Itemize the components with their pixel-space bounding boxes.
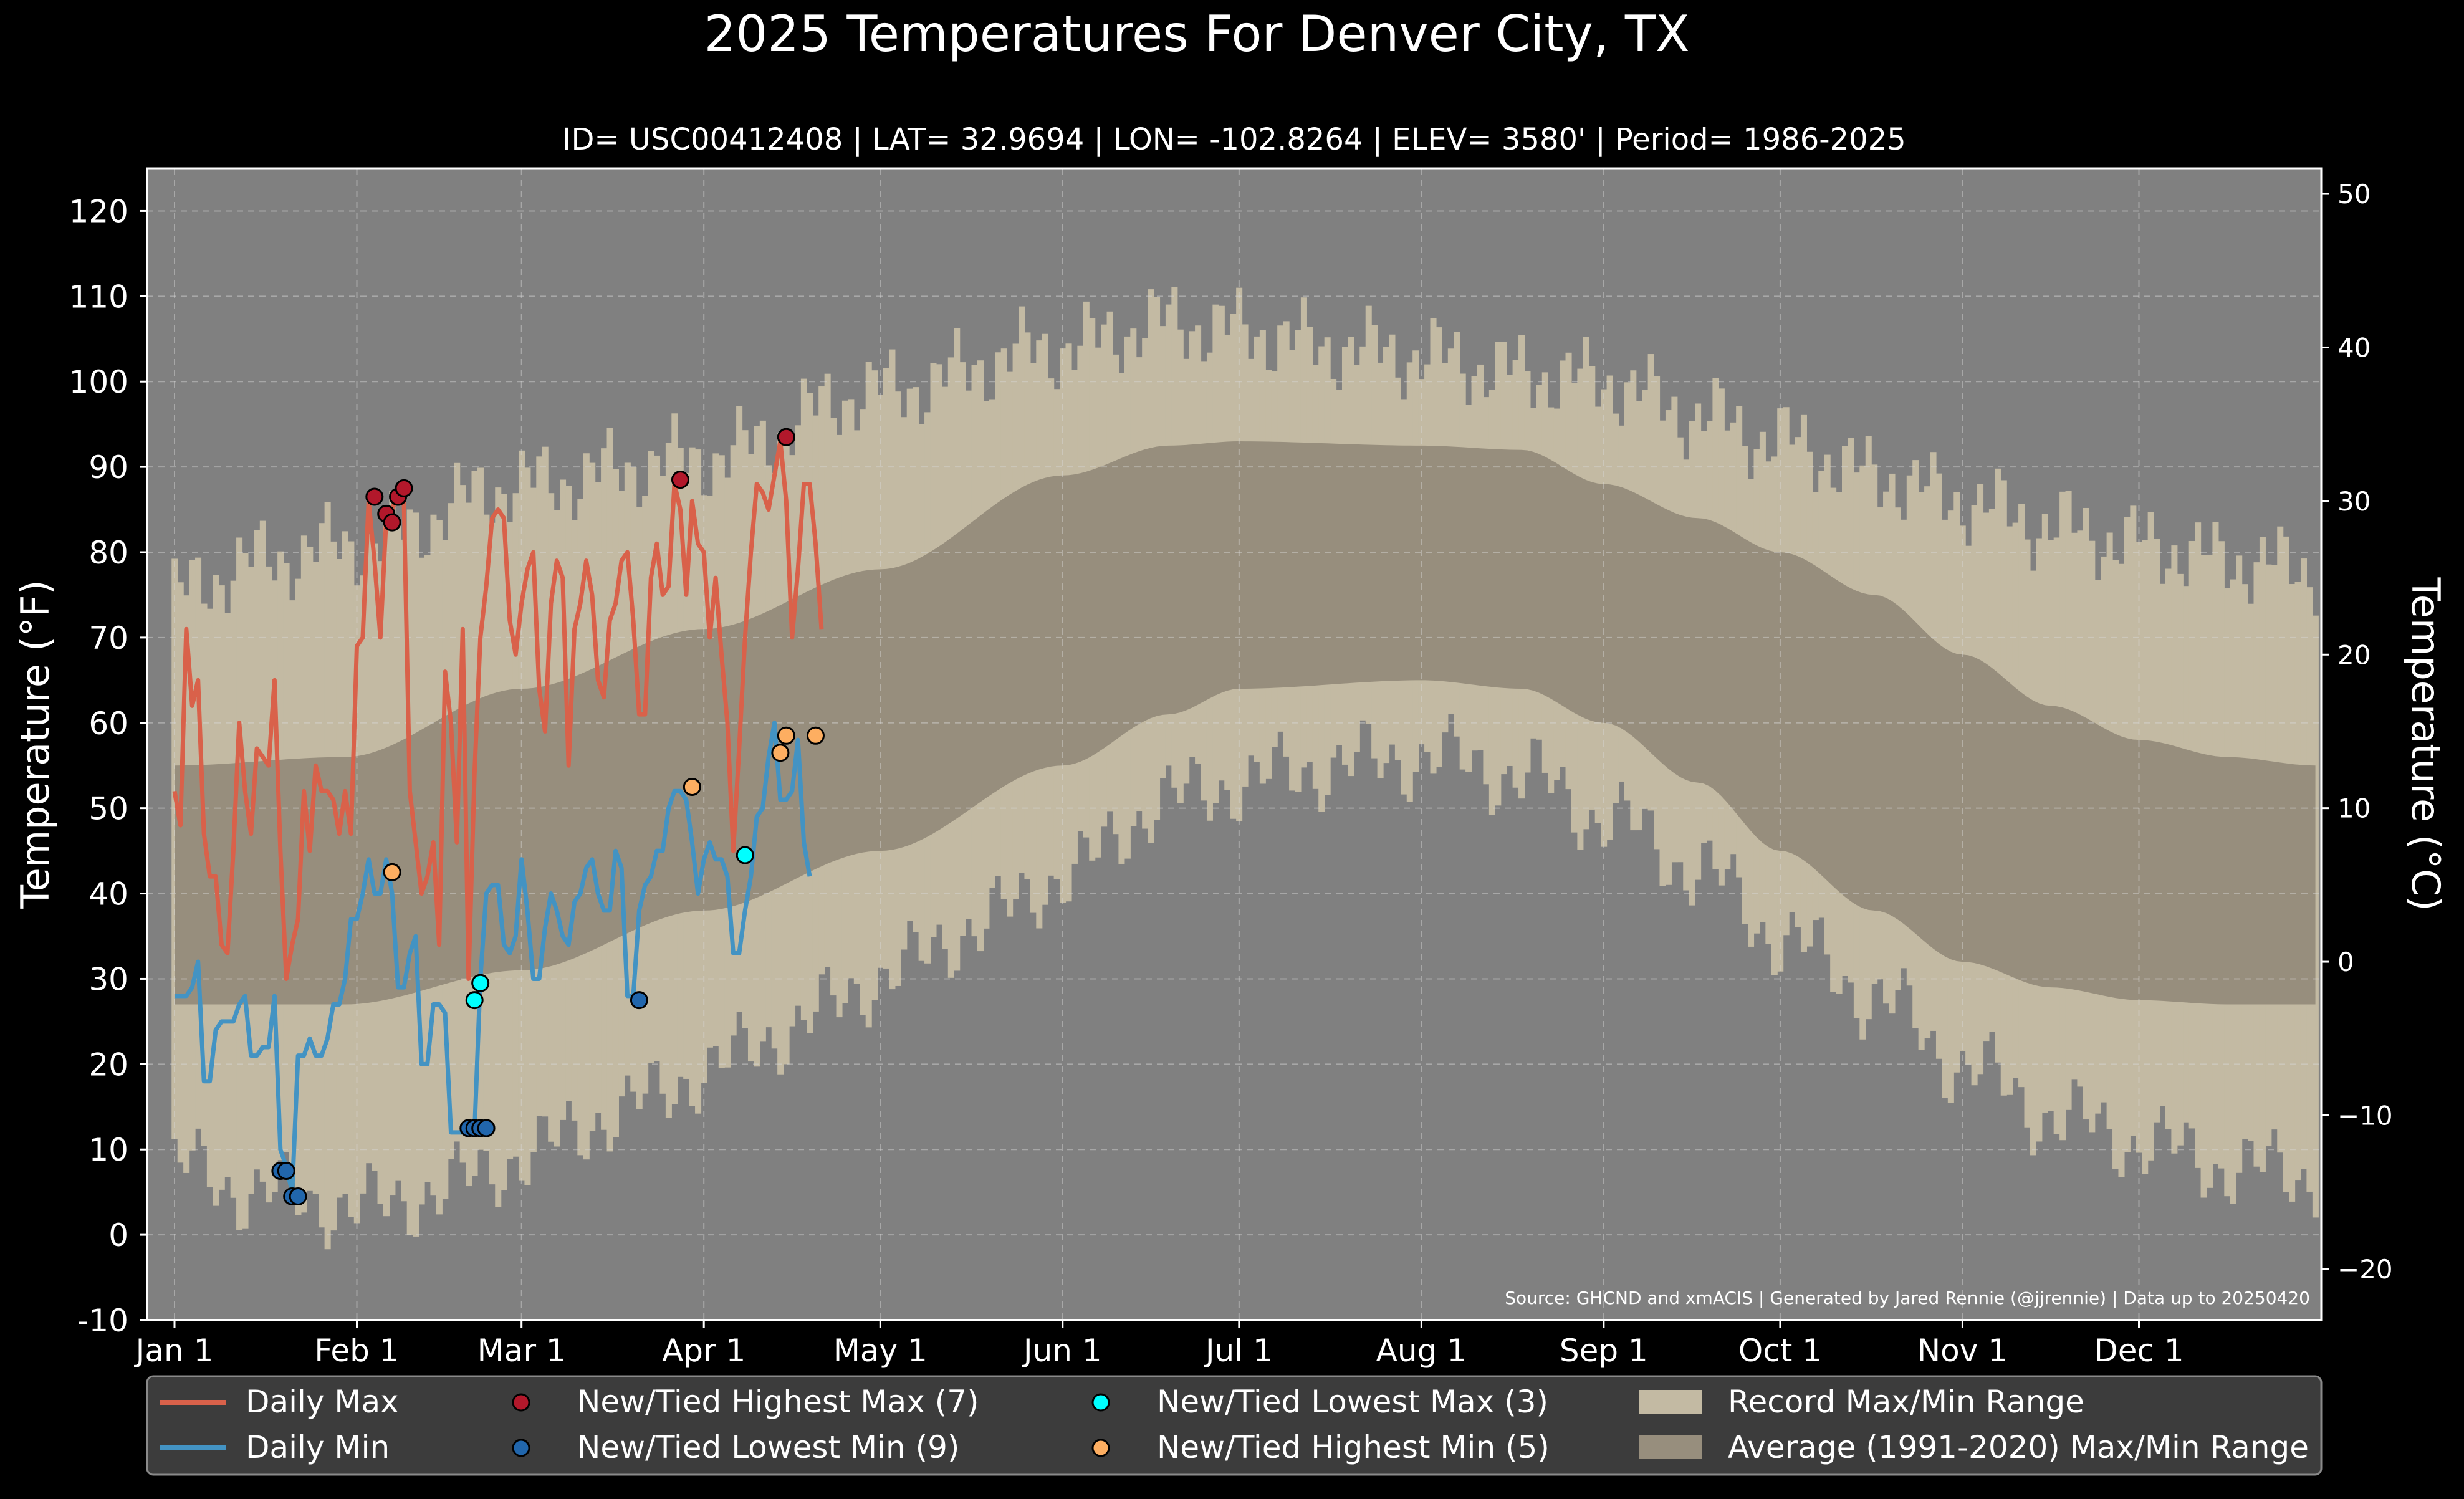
legend-highest-max-label: New/Tied Highest Max (7) [577, 1384, 979, 1420]
y-axis-left: -10 0 10 20 30 40 50 60 70 80 90 100 110 120 [69, 193, 147, 1339]
source-note: Source: GHCND and xmACIS | Generated by … [1505, 1288, 2310, 1308]
y-axis-label-right: Temperature (°C) [2403, 577, 2448, 911]
x-tick-label: Apr 1 [662, 1333, 745, 1369]
legend-average-range-swatch [1639, 1435, 1702, 1459]
x-tick-label: Dec 1 [2094, 1333, 2184, 1369]
highest-min-marker [383, 863, 401, 881]
highest-min-marker [683, 777, 701, 796]
y-tick-label: 110 [69, 279, 128, 315]
x-tick-label: Sep 1 [1560, 1333, 1648, 1369]
legend-lowest-min-marker [512, 1439, 530, 1457]
highest-min-marker [777, 726, 795, 745]
record-range-bar [2312, 615, 2319, 1218]
legend-daily-min-label: Daily Min [246, 1429, 390, 1465]
legend-box [146, 1375, 2323, 1476]
x-tick-label: Jan 1 [134, 1333, 214, 1369]
lowest-min-marker [289, 1187, 307, 1206]
y-axis-right: −20 −10 0 10 20 30 40 50 [2321, 179, 2393, 1285]
x-tick-label: Feb 1 [314, 1333, 399, 1369]
lowest-min-marker [477, 1119, 496, 1137]
highest-max-marker [671, 471, 689, 489]
legend-daily-max-label: Daily Max [246, 1384, 399, 1420]
highest-min-marker [806, 726, 825, 745]
daily-max-line [172, 439, 824, 981]
y2-tick-label: 10 [2337, 793, 2371, 824]
y-tick-label: 120 [69, 193, 128, 229]
x-tick-label: Oct 1 [1738, 1333, 1822, 1369]
legend-highest-min-label: New/Tied Highest Min (5) [1157, 1429, 1550, 1465]
y-tick-label: 0 [108, 1217, 128, 1253]
x-axis: Jan 1 Feb 1 Mar 1 Apr 1 May 1 Jun 1 Jul 1 Aug 1… [134, 1320, 2184, 1369]
y2-tick-label: 40 [2337, 332, 2371, 363]
y-tick-label: 100 [69, 364, 128, 400]
y-tick-label: 10 [89, 1132, 128, 1168]
y2-tick-label: 20 [2337, 639, 2371, 670]
x-tick-label: Jun 1 [1022, 1333, 1102, 1369]
lowest-max-marker [471, 974, 490, 992]
y2-tick-label: −10 [2337, 1100, 2393, 1131]
record-markers [271, 428, 825, 1206]
series-lines [172, 439, 824, 1195]
average-range-band [175, 441, 2316, 1005]
y2-tick-label: −20 [2337, 1254, 2393, 1285]
legend-highest-min-marker [1091, 1439, 1110, 1457]
legend-record-range-label: Record Max/Min Range [1728, 1384, 2084, 1420]
y-tick-label: 70 [89, 620, 128, 656]
daily-min-line [175, 721, 812, 1195]
x-tick-label: Aug 1 [1376, 1333, 1467, 1369]
y-tick-label: 60 [89, 706, 128, 742]
y-tick-label: 80 [89, 535, 128, 571]
y-tick-label: 20 [89, 1046, 128, 1083]
y-tick-label: 90 [89, 449, 128, 486]
legend-highest-max-marker [512, 1393, 530, 1412]
average-range-area [175, 441, 2316, 1005]
legend-record-range-swatch [1639, 1390, 1702, 1414]
chart-title: 2025 Temperatures For Denver City, TX [704, 5, 1689, 63]
x-tick-label: Jul 1 [1204, 1333, 1273, 1369]
highest-min-marker [771, 744, 790, 762]
highest-max-marker [383, 513, 401, 532]
y2-tick-label: 30 [2337, 486, 2371, 517]
y2-tick-label: 0 [2337, 947, 2354, 977]
plot-frame [146, 167, 2323, 1321]
lowest-min-marker [277, 1161, 295, 1180]
y-axis-label-left: Temperature (°F) [12, 580, 58, 909]
highest-max-marker [395, 479, 413, 497]
x-tick-label: Nov 1 [1917, 1333, 2008, 1369]
y-tick-label: 30 [89, 961, 128, 997]
highest-max-marker [777, 428, 795, 446]
y-tick-label: -10 [77, 1303, 128, 1339]
lowest-max-marker [465, 991, 484, 1010]
lowest-min-marker [630, 991, 648, 1010]
y2-tick-label: 50 [2337, 179, 2371, 209]
legend-lowest-max-label: New/Tied Lowest Max (3) [1157, 1384, 1548, 1420]
legend-lowest-max-marker [1091, 1393, 1110, 1412]
y-tick-label: 50 [89, 791, 128, 827]
highest-max-marker [365, 487, 384, 506]
chart-subtitle: ID= USC00412408 | LAT= 32.9694 | LON= -1… [562, 122, 1906, 157]
legend-lowest-min-label: New/Tied Lowest Min (9) [577, 1429, 959, 1465]
legend-average-range-label: Average (1991-2020) Max/Min Range [1728, 1429, 2309, 1465]
legend: Daily Max Daily Min New/Tied Highest Max… [146, 1375, 2323, 1476]
x-tick-label: Mar 1 [477, 1333, 566, 1369]
grid-lines [147, 168, 2321, 1321]
lowest-max-marker [736, 846, 754, 864]
y-tick-label: 40 [89, 876, 128, 912]
x-tick-label: May 1 [833, 1333, 928, 1369]
